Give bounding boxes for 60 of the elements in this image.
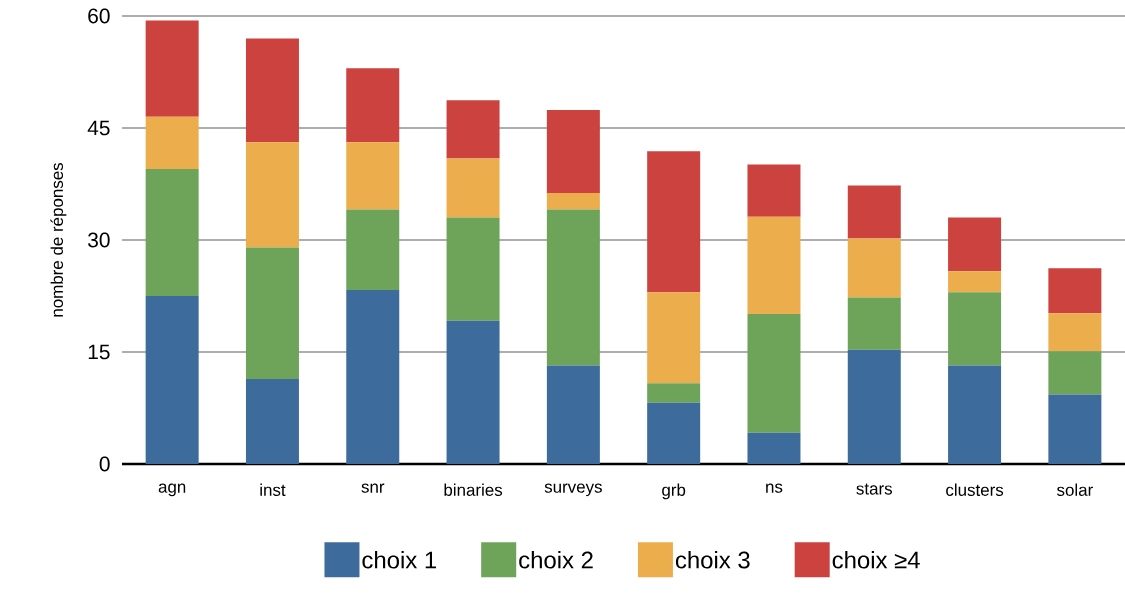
bar [446,158,500,218]
bar [546,110,600,193]
bar [1048,313,1102,352]
bar [546,365,600,464]
bar [346,142,400,210]
bar [446,320,500,464]
x-tick-label: snr [361,483,385,493]
legend-label: choix 1 [362,550,437,569]
x-tick-label: binaries [444,483,503,496]
bar [1048,268,1102,314]
bar [647,383,701,403]
x-tick-label: clusters [946,483,1004,496]
bar [948,365,1002,464]
bar [245,142,299,248]
bar [948,271,1002,293]
bar [747,432,801,464]
bar [847,238,901,298]
bar [847,185,901,239]
legend-label: choix ≥4 [832,550,920,569]
x-tick-label: ns [766,483,783,493]
bar [747,164,801,217]
y-tick-label: 30 [88,232,110,248]
y-tick-label: 60 [88,8,110,24]
bar [145,169,199,296]
bar [145,296,199,464]
x-tick-label: surveys [544,483,602,497]
bar [446,217,500,321]
x-tick-label: inst [260,483,286,496]
legend-label: choix 2 [519,550,593,569]
bar [145,116,199,170]
y-tick-label: 45 [87,120,110,136]
bar [245,38,299,143]
bar [948,292,1002,366]
bar [647,292,701,384]
bar [446,100,500,159]
x-tick-label: agn [158,483,186,497]
bar [546,192,600,210]
bar [847,297,901,350]
bar [346,290,400,464]
bar [346,68,400,143]
bar [1048,351,1102,395]
bar [145,20,199,117]
y-tick-label: 15 [88,344,110,360]
legend-label: choix 3 [675,550,750,569]
x-tick-label: grb [662,483,686,500]
bar [647,402,701,464]
bar [245,247,299,379]
bar [948,217,1002,272]
bar [245,378,299,464]
y-axis-title: nombre de réponses [50,162,67,317]
bar [847,349,901,464]
bar [747,313,801,433]
bar [546,209,600,366]
x-tick-label: stars [856,483,893,495]
bar [747,216,801,314]
x-tick-label: solar [1056,483,1093,496]
bar [647,151,701,293]
bar [1048,394,1102,464]
y-tick-label: 0 [99,456,110,472]
bar [346,209,400,291]
